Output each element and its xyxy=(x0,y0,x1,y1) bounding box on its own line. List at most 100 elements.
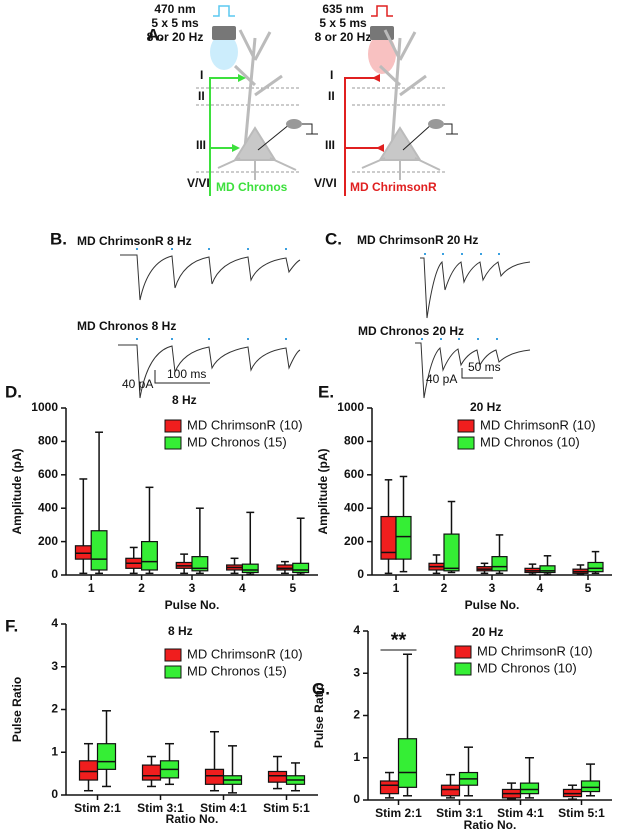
legend-label: MD Chronos (10) xyxy=(477,660,577,675)
y-axis-label: Amplitude (pA) xyxy=(10,449,24,535)
y-tick-label: 0 xyxy=(357,567,364,581)
scale-label: 40 pA xyxy=(426,372,457,386)
x-tick-label: 1 xyxy=(88,581,95,595)
left-diagram: 470 nm 5 x 5 ms 8 or 20 Hz I II III V/VI… xyxy=(147,2,318,196)
box xyxy=(587,561,604,573)
layer-label: I xyxy=(330,68,333,82)
light-glow xyxy=(210,34,238,70)
y-tick-label: 400 xyxy=(344,500,364,514)
arrowhead xyxy=(372,74,384,152)
input-label: MD ChrimsonR xyxy=(350,180,437,194)
legend-swatch xyxy=(164,419,182,433)
trace xyxy=(120,254,301,301)
x-tick-label: Stim 2:1 xyxy=(74,801,121,815)
right-diagram: 635 nm 5 x 5 ms 8 or 20 Hz I II III V/VI… xyxy=(314,2,458,196)
x-tick-label: Stim 3:1 xyxy=(137,801,184,815)
led xyxy=(212,26,236,40)
layer-label: I xyxy=(200,68,203,82)
box xyxy=(443,533,460,572)
panel-label: A. xyxy=(147,25,164,44)
legend-label: MD Chronos (10) xyxy=(480,434,580,449)
x-tick-label: 5 xyxy=(289,581,296,595)
legend-label: MD ChrimsonR (10) xyxy=(187,646,303,661)
light-glow xyxy=(368,34,396,74)
box xyxy=(440,784,461,797)
scale-label: 100 ms xyxy=(167,367,206,381)
input-label: MD Chronos xyxy=(216,180,288,194)
x-tick-label: 4 xyxy=(239,581,246,595)
panel-label: G. xyxy=(312,679,330,698)
box xyxy=(491,556,508,572)
significance-label: ** xyxy=(391,629,407,651)
y-axis-label: Amplitude (pA) xyxy=(316,449,330,535)
y-tick-label: 800 xyxy=(344,434,364,448)
y-tick-label: 2 xyxy=(51,702,58,716)
electrode-holder xyxy=(428,119,444,129)
y-tick-label: 1 xyxy=(353,750,360,764)
y-tick-label: 0 xyxy=(353,792,360,806)
layer-label: V/VI xyxy=(314,176,337,190)
frequency: 8 or 20 Hz xyxy=(147,30,204,44)
trace xyxy=(420,257,531,319)
box xyxy=(580,780,601,793)
x-axis-label: Ratio No. xyxy=(166,812,219,826)
panel-label: D. xyxy=(5,382,22,401)
x-tick-label: Stim 4:1 xyxy=(497,806,544,820)
y-tick-label: 4 xyxy=(353,623,360,637)
layer-label: II xyxy=(198,89,205,103)
box xyxy=(191,556,209,572)
layer-label: III xyxy=(325,138,335,152)
x-tick-label: 5 xyxy=(585,581,592,595)
box xyxy=(379,780,400,795)
trace-title: MD Chronos 8 Hz xyxy=(77,319,176,333)
x-tick-label: 2 xyxy=(441,581,448,595)
box xyxy=(241,563,259,574)
dendrite xyxy=(378,29,427,149)
x-tick-label: 3 xyxy=(489,581,496,595)
x-tick-label: 2 xyxy=(138,581,145,595)
y-tick-label: 2 xyxy=(353,708,360,722)
dendrite xyxy=(233,29,283,149)
ground xyxy=(444,123,458,135)
box xyxy=(292,562,310,574)
pulse-icon xyxy=(371,5,393,17)
input-axon xyxy=(209,77,240,196)
layer-label: V/VI xyxy=(187,176,210,190)
y-tick-label: 800 xyxy=(38,434,58,448)
x-tick-label: Stim 3:1 xyxy=(436,806,483,820)
legend-swatch xyxy=(454,662,472,676)
trace xyxy=(118,344,301,399)
chart-title: 8 Hz xyxy=(168,624,193,638)
y-tick-label: 200 xyxy=(344,534,364,548)
x-axis-label: Pulse No. xyxy=(465,598,520,612)
box xyxy=(141,540,158,571)
panel-label: C. xyxy=(325,229,342,248)
x-tick-label: Stim 5:1 xyxy=(558,806,605,820)
y-axis-label: Pulse Ratio xyxy=(10,677,24,742)
trace-title: MD ChrimsonR 20 Hz xyxy=(357,233,478,247)
y-tick-label: 600 xyxy=(344,467,364,481)
x-tick-label: 1 xyxy=(393,581,400,595)
y-tick-label: 1000 xyxy=(31,400,58,414)
x-tick-label: Stim 2:1 xyxy=(375,806,422,820)
box xyxy=(267,770,288,783)
y-tick-label: 400 xyxy=(38,500,58,514)
x-tick-label: Stim 5:1 xyxy=(263,801,310,815)
trace-title: MD ChrimsonR 8 Hz xyxy=(77,234,192,248)
legend-label: MD Chronos (15) xyxy=(187,434,287,449)
legend-swatch xyxy=(164,665,182,679)
chart-title: 20 Hz xyxy=(470,400,501,414)
x-axis-label: Pulse No. xyxy=(165,598,220,612)
legend-label: MD ChrimsonR (10) xyxy=(187,417,303,432)
panel-label: B. xyxy=(50,229,67,248)
panel-label: F. xyxy=(5,616,18,635)
trace-title: MD Chronos 20 Hz xyxy=(358,324,464,338)
y-tick-label: 200 xyxy=(38,534,58,548)
box xyxy=(519,782,540,795)
box xyxy=(141,764,162,781)
box xyxy=(395,515,412,560)
chart-title: 20 Hz xyxy=(472,625,503,639)
legend-swatch xyxy=(164,648,182,662)
ground xyxy=(302,123,318,135)
